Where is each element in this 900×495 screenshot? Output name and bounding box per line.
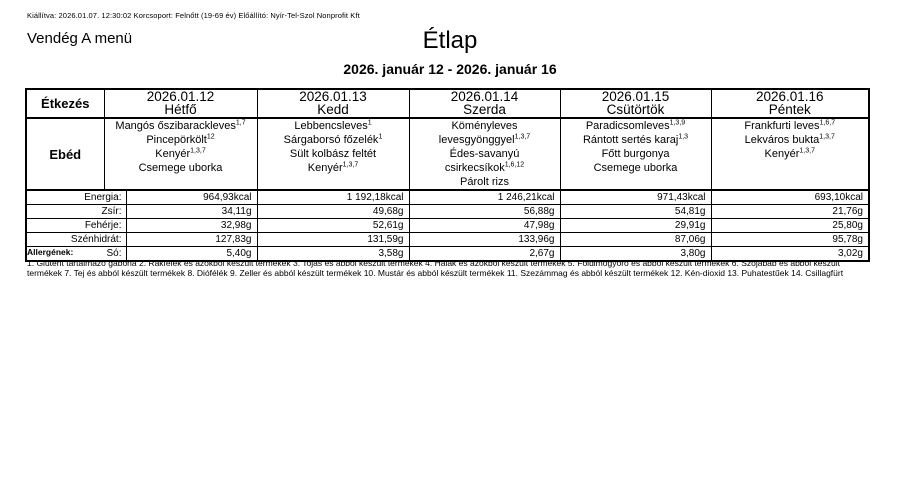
menu-item: Kenyér1,3,7: [307, 161, 359, 174]
nutrition-value: 29,91g: [559, 218, 712, 233]
nutrition-value: 52,61g: [256, 218, 410, 233]
day-weekday: Csütörtök: [606, 101, 665, 117]
menu-cell-wednesday: Köményleves levesgyönggyel1,3,7 Édes-sava…: [408, 117, 561, 191]
nutrition-value: 56,88g: [408, 204, 561, 219]
day-weekday: Hétfő: [164, 101, 197, 117]
nutrition-value: 21,76g: [710, 204, 870, 219]
menu-item: Sült kolbász feltét: [289, 148, 377, 160]
nutrition-value: 47,98g: [408, 218, 561, 233]
nutrition-label: Zsír:: [25, 204, 127, 219]
day-date: 2026.01.12: [146, 89, 215, 104]
menu-item: Lebbencsleves1: [294, 119, 372, 132]
nutrition-value: 49,68g: [256, 204, 410, 219]
menu-item: Főtt burgonya: [601, 148, 670, 160]
day-date: 2026.01.14: [450, 89, 519, 104]
menu-item: Csemege uborka: [593, 162, 678, 174]
menu-item: Mangós őszibarackleves1,7: [115, 119, 246, 132]
day-header-row: Étkezés 2026.01.12 Hétfő 2026.01.13 Kedd…: [25, 88, 870, 119]
menu-item: Kenyér1,3,7: [155, 147, 206, 160]
nutrition-value: 34,11g: [125, 204, 258, 219]
nutrition-value: 964,93kcal: [125, 189, 258, 205]
nutrition-value: 95,78g: [710, 232, 870, 247]
menu-item: Paradicsomleves1,3,9: [585, 119, 686, 132]
issued-info-line: Kiállítva: 2026.01.07. 12:30:02 Korcsopo…: [27, 11, 360, 20]
day-weekday: Kedd: [317, 101, 349, 117]
nutrition-value: 133,96g: [408, 232, 561, 247]
nutrition-row-energy: Energia: 964,93kcal 1 192,18kcal 1 246,2…: [25, 189, 870, 205]
allergens-heading: Allergének:: [27, 247, 74, 257]
day-header-monday: 2026.01.12 Hétfő: [103, 88, 258, 119]
menu-cell-monday: Mangós őszibarackleves1,7 Pincepörkölt12 K…: [103, 117, 258, 191]
nutrition-row-fat: Zsír: 34,11g 49,68g 56,88g 54,81g 21,76g: [25, 204, 870, 219]
nutrition-value: 693,10kcal: [710, 189, 870, 205]
nutrition-value: 87,06g: [559, 232, 712, 247]
day-weekday: Szerda: [463, 101, 506, 117]
menu-item: Frankfurti leves1,6,7: [744, 119, 836, 132]
nutrition-label: Szénhidrát:: [25, 232, 127, 247]
menu-item: Édes-savanyú csirkecsíkok1,6,12: [444, 148, 525, 174]
menu-item: Csemege uborka: [138, 162, 223, 174]
nutrition-value: 3,02g: [710, 246, 870, 262]
nutrition-label: Energia:: [25, 189, 127, 205]
day-weekday: Péntek: [768, 101, 811, 117]
nutrition-row-protein: Fehérje: 32,98g 52,61g 47,98g 29,91g 25,…: [25, 218, 870, 233]
nutrition-value: 131,59g: [256, 232, 410, 247]
menu-item: Pincepörkölt12: [146, 133, 215, 146]
nutrition-table: Energia: 964,93kcal 1 192,18kcal 1 246,2…: [25, 189, 870, 262]
meal-row-label: Ebéd: [25, 117, 105, 191]
nutrition-value: 25,80g: [710, 218, 870, 233]
day-date: 2026.01.15: [601, 89, 670, 104]
menu-item: Sárgaborsó főzelék1: [283, 133, 383, 146]
nutrition-value: 3,58g: [256, 246, 410, 262]
nutrition-value: 1 246,21kcal: [408, 189, 561, 205]
nutrition-row-carbs: Szénhidrát: 127,83g 131,59g 133,96g 87,0…: [25, 232, 870, 247]
day-date: 2026.01.16: [755, 89, 824, 104]
day-header-friday: 2026.01.16 Péntek: [710, 88, 870, 119]
nutrition-label: Fehérje:: [25, 218, 127, 233]
nutrition-value: 3,80g: [559, 246, 712, 262]
menu-table: Étkezés 2026.01.12 Hétfő 2026.01.13 Kedd…: [25, 88, 870, 191]
menu-item: Rántott sertés karaj1,3: [582, 133, 689, 146]
menu-item: Köményleves levesgyönggyel1,3,7: [438, 120, 531, 146]
date-range: 2026. január 12 - 2026. január 16: [343, 61, 557, 77]
menu-variant-title: Vendég A menü: [27, 30, 133, 47]
day-header-thursday: 2026.01.15 Csütörtök: [559, 88, 712, 119]
meal-column-header: Étkezés: [25, 88, 105, 119]
nutrition-row-salt: Só: 5,40g 3,58g 2,67g 3,80g 3,02g: [25, 246, 870, 262]
menu-cell-friday: Frankfurti leves1,6,7 Lekváros bukta1,3,7…: [710, 117, 870, 191]
nutrition-value: 1 192,18kcal: [256, 189, 410, 205]
day-header-tuesday: 2026.01.13 Kedd: [256, 88, 410, 119]
nutrition-value: 127,83g: [125, 232, 258, 247]
day-header-wednesday: 2026.01.14 Szerda: [408, 88, 561, 119]
nutrition-value: 2,67g: [408, 246, 561, 262]
menu-item: Párolt rizs: [460, 176, 509, 188]
nutrition-value: 32,98g: [125, 218, 258, 233]
page-title: Étlap: [422, 27, 478, 54]
allergens-section: Allergének: 1. Glutént tartalmazó gabona…: [27, 247, 865, 278]
day-date: 2026.01.13: [299, 89, 367, 104]
menu-item: Kenyér1,3,7: [764, 147, 815, 160]
menu-tables: Étkezés 2026.01.12 Hétfő 2026.01.13 Kedd…: [25, 88, 870, 262]
lunch-row: Ebéd Mangós őszibarackleves1,7 Pincepörkö…: [25, 117, 870, 191]
menu-cell-tuesday: Lebbencsleves1 Sárgaborsó főzelék1 Sült ko…: [256, 117, 410, 191]
menu-item: Lekváros bukta1,3,7: [744, 133, 835, 146]
nutrition-value: 54,81g: [559, 204, 712, 219]
allergens-text: 1. Glutént tartalmazó gabona 2. Rákfélék…: [27, 258, 844, 278]
menu-cell-thursday: Paradicsomleves1,3,9 Rántott sertés karaj…: [559, 117, 712, 191]
nutrition-value: 971,43kcal: [559, 189, 712, 205]
